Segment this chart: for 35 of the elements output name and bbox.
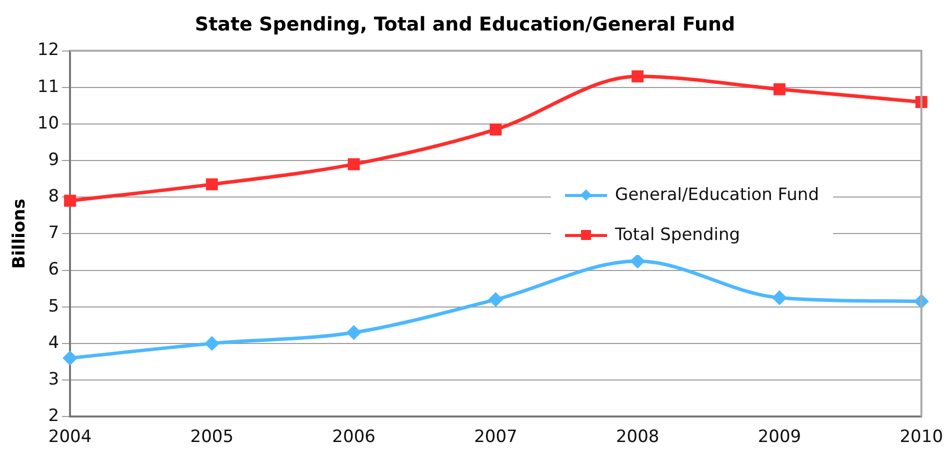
point [490,123,502,136]
point [64,194,76,207]
y-tick-label: 5 [48,296,60,316]
y-axis-title: Billions [10,198,30,269]
x-tick-label: 2004 [48,427,92,448]
y-tick-label: 11 [37,76,60,97]
y-tick-label: 6 [48,260,60,280]
y-tick-label: 7 [48,223,60,244]
point [63,351,77,365]
point [488,292,502,306]
y-tick-label: 4 [48,332,60,353]
point [632,70,644,82]
chart-title: State Spending, Total and Education/General Fund [194,13,736,36]
x-tick-label: 2007 [474,427,518,448]
point [915,96,928,108]
point [205,336,219,350]
x-tick-label: 2009 [758,427,802,448]
x-tick-label: 2010 [900,427,943,448]
point [347,326,361,340]
y-tick-label: 9 [48,150,60,170]
legend-label: General/Education Fund [615,185,819,206]
point [773,83,786,96]
y-tick-label: 2 [48,406,60,426]
y-tick-label: 8 [48,186,60,207]
x-tick-label: 2006 [332,427,376,448]
point [772,290,786,304]
legend-label: Total Spending [615,225,740,246]
point [348,158,360,170]
point [206,178,218,190]
x-tick-label: 2005 [190,427,234,448]
y-tick-label: 10 [37,113,60,134]
y-tick-label: 3 [48,369,60,390]
point [630,254,644,268]
x-tick-label: 2008 [616,427,660,448]
y-tick-label: 12 [37,40,60,60]
